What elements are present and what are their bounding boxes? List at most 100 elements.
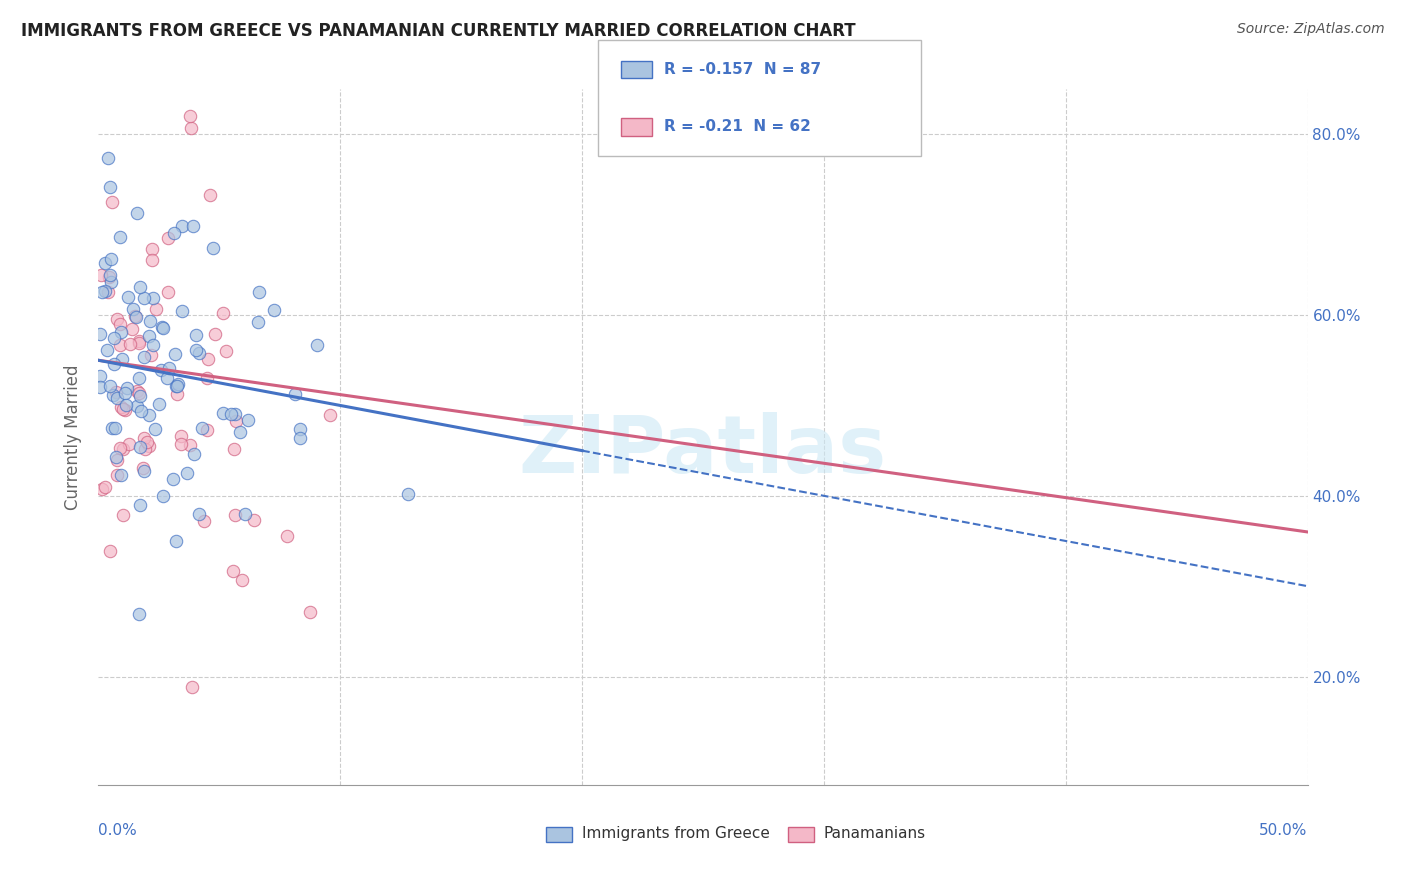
Point [104, 421, 127, 435]
Point [105, 450, 128, 465]
Point [125, 399, 148, 413]
Point [212, 306, 235, 320]
Point [166, 378, 188, 392]
Y-axis label: Currently Married: Currently Married [65, 364, 83, 510]
Point [184, 327, 207, 342]
Point [132, 461, 155, 475]
Point [142, 291, 165, 305]
Point [219, 407, 242, 421]
Point [128, 385, 150, 400]
Point [276, 529, 298, 543]
Point [128, 607, 150, 621]
Point [105, 312, 128, 326]
Point [233, 507, 256, 521]
Point [128, 371, 150, 385]
Point [89, 368, 111, 383]
Point [129, 440, 152, 454]
Point [284, 387, 307, 401]
Point [139, 348, 162, 362]
Point [103, 357, 125, 371]
Point [129, 280, 152, 294]
Text: R = -0.21  N = 62: R = -0.21 N = 62 [664, 120, 810, 135]
Point [122, 301, 145, 316]
Point [190, 421, 212, 435]
Point [290, 431, 312, 445]
Point [307, 337, 329, 351]
Point [246, 315, 269, 329]
Text: Immigrants from Greece: Immigrants from Greece [582, 826, 770, 841]
Point [94, 285, 117, 299]
Point [128, 388, 150, 402]
Point [180, 121, 202, 136]
Point [236, 412, 259, 426]
Point [152, 320, 174, 334]
Point [229, 425, 252, 439]
Point [156, 370, 179, 384]
Point [139, 314, 162, 328]
Point [138, 408, 160, 422]
Point [157, 285, 180, 299]
Point [134, 292, 156, 306]
Point [170, 429, 193, 443]
Point [107, 467, 129, 482]
Point [125, 206, 148, 220]
Point [290, 422, 312, 436]
Point [118, 336, 141, 351]
Point [105, 453, 128, 467]
Point [187, 507, 209, 521]
Point [108, 338, 131, 352]
Point [98, 268, 121, 282]
Point [141, 252, 163, 267]
Point [195, 371, 218, 385]
Point [98, 270, 121, 285]
Point [103, 388, 125, 402]
Point [198, 187, 221, 202]
Point [105, 385, 128, 400]
Point [112, 508, 135, 523]
Point [134, 350, 156, 364]
Point [89, 327, 111, 342]
Point [108, 441, 131, 455]
Point [215, 344, 238, 359]
Point [152, 489, 174, 503]
Point [211, 406, 233, 420]
Point [247, 285, 270, 300]
Point [184, 343, 207, 357]
Point [94, 480, 117, 494]
Point [163, 226, 186, 240]
Point [170, 304, 193, 318]
Point [165, 533, 187, 548]
Point [128, 336, 150, 351]
FancyBboxPatch shape [787, 827, 814, 842]
Point [132, 464, 155, 478]
Point [149, 362, 172, 376]
Point [100, 252, 122, 266]
Point [166, 376, 188, 391]
Point [157, 231, 180, 245]
Point [201, 241, 224, 255]
Point [197, 352, 219, 367]
Text: 0.0%: 0.0% [98, 823, 138, 838]
Point [121, 321, 143, 335]
Point [118, 437, 141, 451]
Text: 50.0%: 50.0% [1260, 823, 1308, 838]
Point [114, 402, 136, 417]
Point [396, 487, 419, 501]
Point [98, 544, 121, 558]
Point [231, 573, 253, 587]
Point [98, 378, 121, 392]
Point [111, 442, 134, 457]
Point [222, 442, 245, 456]
Point [141, 242, 163, 256]
Point [135, 434, 157, 449]
Point [143, 422, 166, 436]
Point [115, 398, 138, 412]
Point [157, 360, 180, 375]
Point [98, 180, 121, 194]
Point [180, 680, 202, 694]
Point [103, 331, 125, 345]
Point [152, 319, 174, 334]
Point [110, 317, 132, 331]
Point [148, 397, 170, 411]
Point [179, 438, 201, 452]
